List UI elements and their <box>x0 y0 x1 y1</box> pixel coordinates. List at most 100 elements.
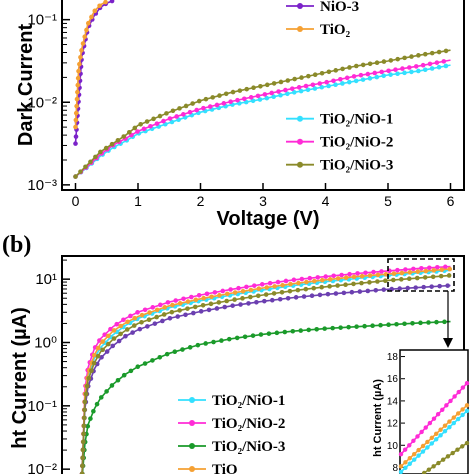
x-tick-label: 6 <box>447 193 455 209</box>
a-series-point <box>109 0 115 4</box>
inset-series-point <box>419 429 424 435</box>
a-series-point <box>381 59 387 64</box>
b-series-point <box>192 304 198 310</box>
b-series-point <box>279 290 285 295</box>
b-series-point <box>363 270 368 276</box>
a-series-point <box>167 116 173 121</box>
b-series-point <box>95 353 101 359</box>
b-series-point <box>169 309 175 315</box>
b-series-point <box>124 327 130 332</box>
b-series-point <box>312 278 317 284</box>
a-series-point <box>73 141 78 146</box>
b-series-point <box>211 339 216 345</box>
legend-marker <box>189 397 195 403</box>
a-series-point <box>85 20 91 26</box>
b-series-point <box>430 274 436 280</box>
b-series-point <box>135 364 141 370</box>
a-series-point <box>402 55 407 61</box>
b-series-point <box>298 328 304 333</box>
b-series-point <box>139 312 145 318</box>
a-series-point <box>312 72 318 77</box>
b-series-point <box>180 347 185 352</box>
b-series-point <box>246 301 251 306</box>
inset-series <box>398 380 470 474</box>
a-series-point <box>79 48 84 53</box>
a-series-point <box>250 98 256 104</box>
b-series-point <box>359 273 365 279</box>
a-series-point <box>360 62 366 68</box>
b-series-point <box>172 349 178 354</box>
inset-series-point <box>434 437 439 442</box>
a-series-point <box>210 95 216 100</box>
b-series-point <box>287 288 293 294</box>
a-series-point <box>83 164 88 170</box>
b-series-point <box>106 341 111 347</box>
inset-series-point <box>456 411 461 416</box>
inset-series-point <box>431 464 436 469</box>
a-series-point <box>269 90 274 96</box>
y-tick-label: 10⁻² <box>27 461 57 474</box>
panel-b-ticks: 10⁻² 10⁻¹ 10⁰ 10¹ <box>27 259 70 474</box>
inset-series-point <box>426 467 432 472</box>
b-series-point <box>82 399 88 405</box>
a-series-point <box>80 41 86 46</box>
a-series-point <box>115 138 121 143</box>
inset-series-point <box>464 408 470 414</box>
b-series-point <box>267 280 273 286</box>
b-series-point <box>193 297 199 303</box>
b-series-point <box>414 275 420 281</box>
b-series-point <box>254 299 259 305</box>
b-series-point <box>248 294 253 300</box>
b-series-point <box>335 283 340 288</box>
a-series-point <box>283 87 288 93</box>
a-series-point <box>278 92 283 98</box>
b-series-point <box>234 335 240 341</box>
a-series-point <box>82 34 88 40</box>
b-series-point <box>89 368 94 374</box>
b-series-point <box>98 395 104 400</box>
b-series-point <box>333 291 339 296</box>
inset-series-point <box>429 441 434 446</box>
panel-a-ticks: 10⁻³ 10⁻² 10⁻¹ 0 1 2 3 4 5 6 <box>27 12 454 209</box>
b-series-point <box>429 284 434 289</box>
b-series-point <box>83 391 89 397</box>
b-series-point <box>375 272 381 278</box>
a-series-point <box>262 92 268 97</box>
a-series-point <box>183 103 189 109</box>
a-series-point <box>291 90 297 95</box>
b-series-point <box>185 306 190 311</box>
a-series-point <box>73 110 79 116</box>
b-series-point <box>434 319 439 325</box>
inset-series-point <box>464 440 470 446</box>
inset-ylabel: ht Current (µA) <box>372 379 384 457</box>
b-series-point <box>80 455 85 461</box>
a-series-point <box>75 82 81 88</box>
a-series-point <box>276 89 281 94</box>
b-series-point <box>81 431 86 437</box>
b-series-point <box>216 300 222 305</box>
b-series-point <box>128 313 133 319</box>
a-series-point <box>402 70 407 76</box>
inset-series-point <box>436 460 441 466</box>
a-series-point <box>443 63 449 69</box>
x-tick-label: 1 <box>134 193 142 209</box>
inset-series-point <box>434 431 439 437</box>
inset-series-point <box>420 449 426 454</box>
inset-series-point <box>452 394 457 399</box>
a-series-point <box>416 53 421 58</box>
b-series-point <box>435 265 440 270</box>
b-series-point <box>354 324 359 329</box>
b-series-point <box>264 285 270 290</box>
b-series-point <box>347 271 352 277</box>
panel-a: Dark Current Voltage (V) 10⁻³ 10⁻² 10⁻¹ 0 1 2… <box>15 0 465 230</box>
a-series-point <box>203 96 209 102</box>
a-series-point <box>228 99 233 105</box>
b-series-point <box>351 274 357 280</box>
a-series-point <box>75 89 80 95</box>
a-series-point <box>201 105 206 111</box>
x-tick-label: 5 <box>384 193 392 209</box>
y-tick-label: 10¹ <box>35 271 57 288</box>
b-series-point <box>407 270 413 275</box>
b-series-point <box>419 265 424 271</box>
b-series-point <box>248 287 254 293</box>
